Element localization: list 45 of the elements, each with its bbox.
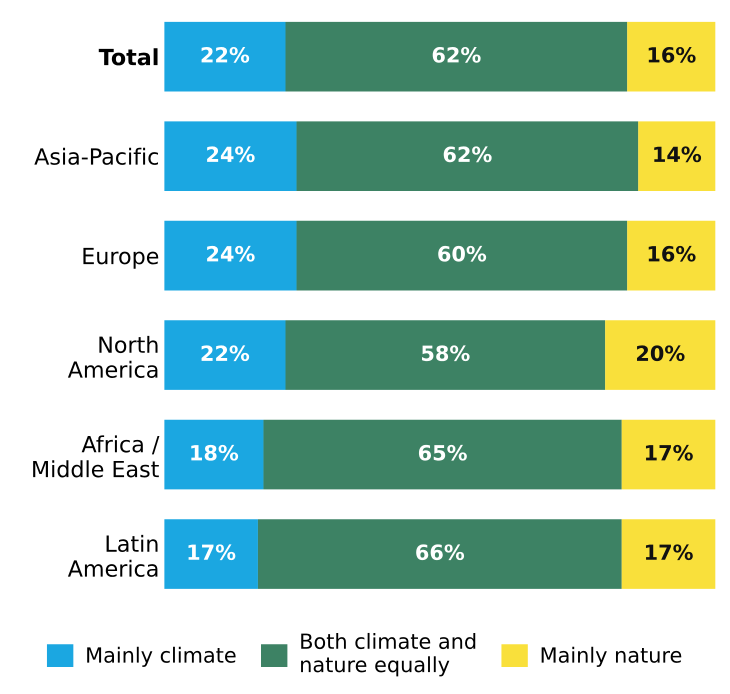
bar	[605, 320, 716, 390]
data-label: 20%	[637, 345, 685, 362]
data-label: 66%	[416, 544, 464, 560]
data-label: 17%	[646, 544, 693, 560]
bar	[286, 320, 606, 390]
legend-label: Mainly nature	[542, 646, 682, 667]
legend-label: Both climate and nature equally	[301, 632, 476, 676]
data-label: 58%	[422, 345, 470, 362]
data-label: 18%	[191, 444, 238, 461]
data-label: 62%	[444, 146, 492, 162]
bar	[627, 22, 716, 92]
y-tick-label: Africa / Middle East	[33, 435, 160, 478]
y-tick-label: Asia-Pacific	[34, 148, 158, 165]
data-label: 22%	[202, 46, 250, 63]
bar	[164, 420, 264, 490]
bar	[627, 220, 716, 290]
bar	[164, 519, 258, 589]
data-label: 24%	[207, 146, 255, 162]
data-label: 14%	[654, 146, 702, 162]
y-tick-label: Europe	[83, 248, 158, 269]
data-label: 22%	[202, 345, 250, 362]
data-label: 16%	[648, 46, 696, 63]
bar	[164, 220, 297, 290]
y-tick-label: Total	[98, 48, 158, 66]
data-label: 16%	[648, 246, 696, 262]
bar	[164, 22, 286, 92]
bar	[622, 420, 716, 490]
data-label: 60%	[438, 246, 486, 262]
data-label: 65%	[418, 444, 467, 461]
data-label: 17%	[188, 544, 236, 560]
bar	[258, 519, 622, 589]
y-tick-label: North America	[68, 336, 158, 378]
bar	[263, 420, 622, 490]
bar	[296, 220, 628, 290]
bar	[286, 22, 628, 92]
legend-label: Mainly climate	[87, 646, 236, 667]
data-label: 62%	[432, 46, 481, 63]
bar	[296, 121, 638, 191]
bar	[638, 121, 716, 191]
bar	[164, 320, 286, 390]
y-tick-label: Latin America	[68, 534, 158, 577]
data-label: 24%	[207, 246, 255, 262]
bar	[622, 519, 716, 589]
data-label: 17%	[646, 444, 693, 461]
bar	[164, 121, 297, 191]
